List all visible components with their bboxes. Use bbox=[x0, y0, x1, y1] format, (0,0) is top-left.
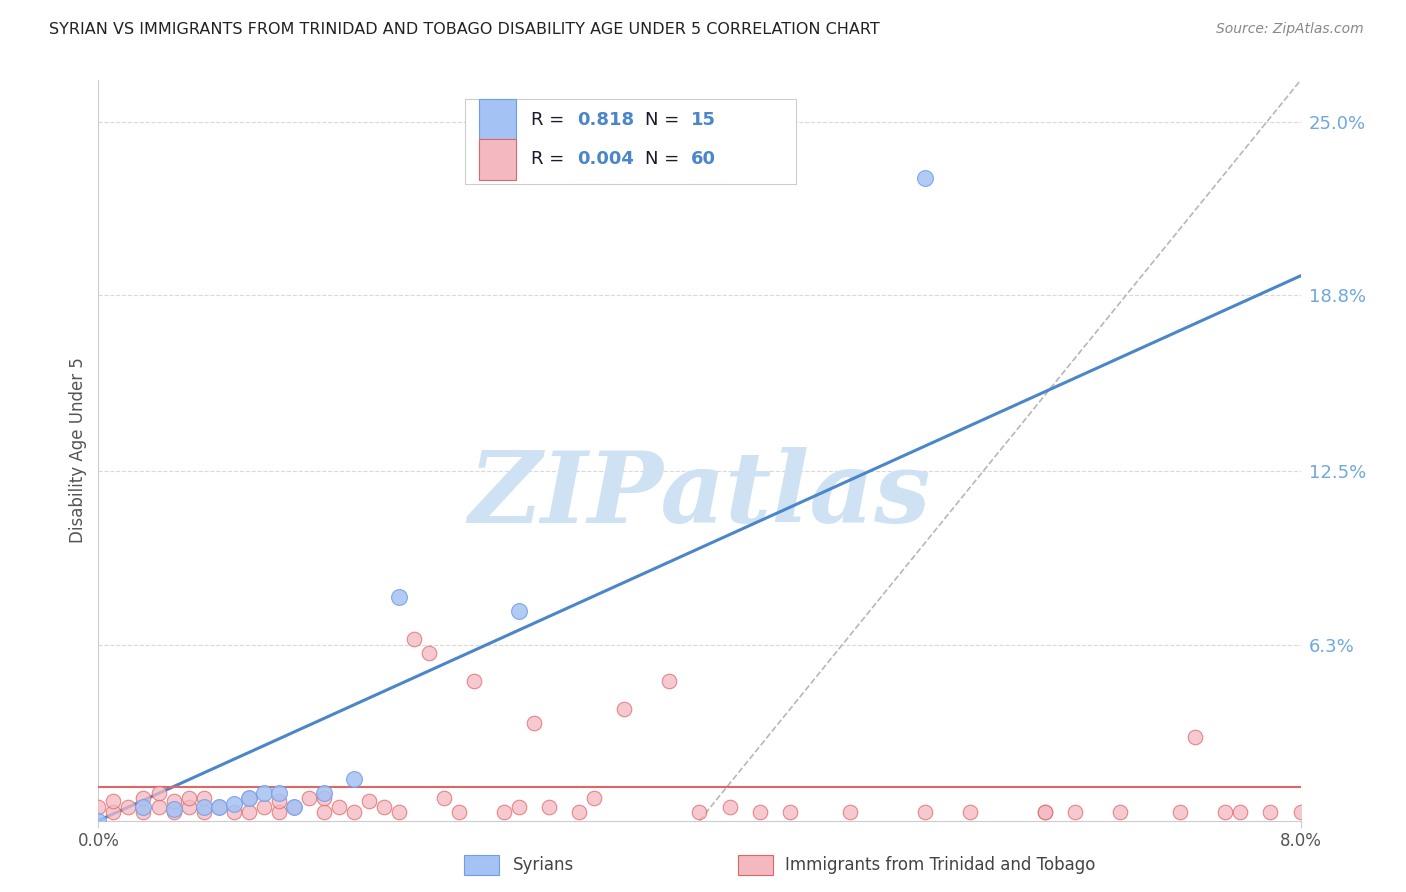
Point bbox=[388, 590, 411, 604]
Point bbox=[312, 805, 335, 820]
Point bbox=[117, 799, 139, 814]
Point bbox=[523, 715, 546, 730]
Point bbox=[312, 786, 335, 800]
Point bbox=[838, 805, 860, 820]
Point bbox=[132, 799, 155, 814]
Point bbox=[162, 802, 184, 816]
Point bbox=[1064, 805, 1087, 820]
Text: Source: ZipAtlas.com: Source: ZipAtlas.com bbox=[1216, 22, 1364, 37]
Point bbox=[298, 791, 321, 805]
FancyBboxPatch shape bbox=[479, 99, 516, 140]
Text: 60: 60 bbox=[692, 151, 716, 169]
Point bbox=[193, 799, 215, 814]
Point bbox=[238, 791, 260, 805]
Text: 0.818: 0.818 bbox=[576, 111, 634, 128]
Point bbox=[267, 794, 290, 808]
Point bbox=[1109, 805, 1132, 820]
Point bbox=[494, 805, 516, 820]
Point bbox=[1229, 805, 1251, 820]
Point bbox=[148, 799, 170, 814]
Point bbox=[208, 799, 231, 814]
Point bbox=[357, 794, 380, 808]
Point bbox=[779, 805, 801, 820]
Point bbox=[238, 805, 260, 820]
Point bbox=[343, 805, 366, 820]
Point bbox=[283, 799, 305, 814]
Point bbox=[222, 797, 245, 811]
Point bbox=[193, 805, 215, 820]
Point bbox=[238, 791, 260, 805]
Point bbox=[103, 805, 125, 820]
Point bbox=[103, 794, 125, 808]
FancyBboxPatch shape bbox=[465, 99, 796, 184]
Point bbox=[222, 805, 245, 820]
Point bbox=[283, 799, 305, 814]
Point bbox=[1289, 805, 1312, 820]
Point bbox=[1184, 730, 1206, 744]
Point bbox=[177, 799, 200, 814]
Point bbox=[508, 799, 530, 814]
Text: R =: R = bbox=[531, 111, 571, 128]
Point bbox=[508, 604, 530, 618]
Point bbox=[1215, 805, 1237, 820]
Text: ZIPatlas: ZIPatlas bbox=[468, 447, 931, 543]
Point bbox=[914, 171, 936, 186]
Point bbox=[87, 814, 110, 828]
Point bbox=[162, 794, 184, 808]
Point bbox=[463, 673, 485, 688]
Point bbox=[177, 791, 200, 805]
Point bbox=[447, 805, 470, 820]
Point bbox=[162, 805, 184, 820]
Point bbox=[718, 799, 741, 814]
Point bbox=[208, 799, 231, 814]
Text: Syrians: Syrians bbox=[513, 856, 575, 874]
Y-axis label: Disability Age Under 5: Disability Age Under 5 bbox=[69, 358, 87, 543]
FancyBboxPatch shape bbox=[479, 139, 516, 180]
Point bbox=[418, 646, 440, 660]
Point bbox=[132, 805, 155, 820]
Point bbox=[267, 805, 290, 820]
Point bbox=[343, 772, 366, 786]
Point bbox=[1033, 805, 1056, 820]
Text: N =: N = bbox=[645, 151, 685, 169]
Point bbox=[914, 805, 936, 820]
Point bbox=[388, 805, 411, 820]
Point bbox=[193, 791, 215, 805]
Point bbox=[538, 799, 561, 814]
Point bbox=[253, 786, 276, 800]
Text: R =: R = bbox=[531, 151, 571, 169]
Text: Immigrants from Trinidad and Tobago: Immigrants from Trinidad and Tobago bbox=[785, 856, 1095, 874]
Point bbox=[312, 791, 335, 805]
Point bbox=[328, 799, 350, 814]
Point bbox=[748, 805, 770, 820]
Point bbox=[87, 799, 110, 814]
Point bbox=[373, 799, 395, 814]
Point bbox=[148, 786, 170, 800]
Point bbox=[1033, 805, 1056, 820]
Point bbox=[253, 799, 276, 814]
Point bbox=[132, 791, 155, 805]
Text: 15: 15 bbox=[692, 111, 716, 128]
Point bbox=[959, 805, 981, 820]
Point bbox=[583, 791, 606, 805]
Text: SYRIAN VS IMMIGRANTS FROM TRINIDAD AND TOBAGO DISABILITY AGE UNDER 5 CORRELATION: SYRIAN VS IMMIGRANTS FROM TRINIDAD AND T… bbox=[49, 22, 880, 37]
Point bbox=[689, 805, 711, 820]
Text: 0.004: 0.004 bbox=[576, 151, 634, 169]
Point bbox=[658, 673, 681, 688]
Point bbox=[267, 786, 290, 800]
Point bbox=[568, 805, 591, 820]
Point bbox=[1260, 805, 1282, 820]
Point bbox=[433, 791, 456, 805]
Point bbox=[402, 632, 425, 646]
Text: N =: N = bbox=[645, 111, 685, 128]
Point bbox=[613, 702, 636, 716]
Point bbox=[1168, 805, 1191, 820]
